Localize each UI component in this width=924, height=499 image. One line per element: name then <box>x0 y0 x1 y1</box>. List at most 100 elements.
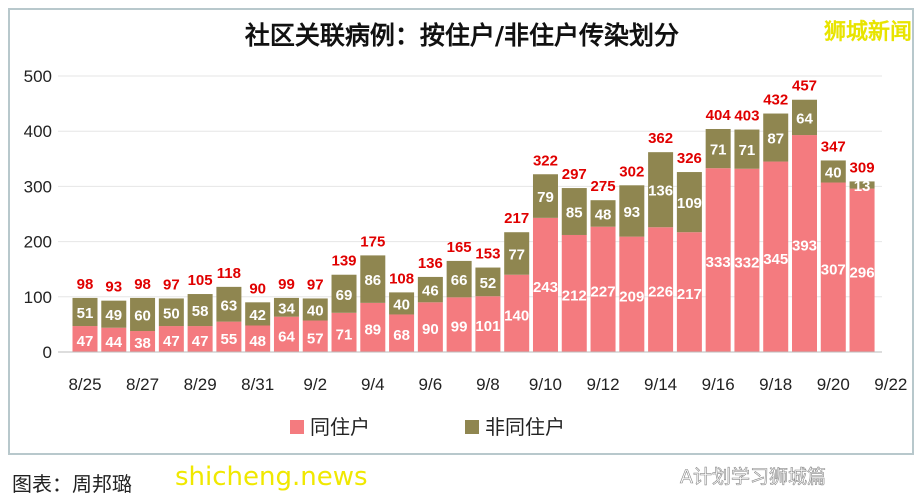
bar-resident <box>820 182 846 352</box>
bar-resident <box>389 314 415 352</box>
bar-nonresident <box>417 276 443 303</box>
bar-resident <box>590 226 616 352</box>
data-label-nonresident: 48 <box>595 206 612 223</box>
x-tick-label: 9/20 <box>817 375 850 394</box>
bar-resident <box>734 168 760 352</box>
x-tick-label: 9/16 <box>702 375 735 394</box>
x-tick-label: 8/25 <box>68 375 101 394</box>
x-tick-label: 9/18 <box>759 375 792 394</box>
bar-resident <box>619 236 645 352</box>
y-tick-label: 300 <box>24 177 52 196</box>
data-label-total: 139 <box>332 253 357 270</box>
data-label-resident: 345 <box>763 251 788 268</box>
data-label-resident: 140 <box>504 307 529 324</box>
legend-swatch <box>290 420 304 434</box>
data-label-total: 98 <box>134 276 151 293</box>
bar-resident <box>676 232 702 352</box>
data-label-nonresident: 77 <box>508 246 525 263</box>
bar-nonresident <box>648 152 674 228</box>
data-label-nonresident: 66 <box>451 272 468 289</box>
data-label-total: 165 <box>447 239 472 256</box>
bar-nonresident <box>734 129 760 169</box>
x-tick-label: 8/31 <box>241 375 274 394</box>
data-label-total: 322 <box>533 152 558 169</box>
bar-nonresident <box>504 232 530 275</box>
chart-credit: 图表：周邦璐 <box>12 472 132 496</box>
data-label-total: 432 <box>763 92 788 109</box>
data-label-resident: 217 <box>677 286 702 303</box>
bar-resident <box>331 312 357 352</box>
data-label-total: 404 <box>706 107 732 124</box>
bar-nonresident <box>849 181 875 189</box>
data-label-total: 98 <box>77 276 94 293</box>
data-label-resident: 47 <box>192 333 209 350</box>
legend-label: 同住户 <box>310 415 370 439</box>
data-label-nonresident: 79 <box>537 189 554 206</box>
stacked-bar-chart: 0 100 200 300 400 500 47 51 98 44 49 93 38 60 98 47 50 97… <box>24 67 908 439</box>
bar-nonresident <box>273 297 299 317</box>
x-tick-label: 9/12 <box>586 375 619 394</box>
x-tick-label: 8/27 <box>126 375 159 394</box>
y-tick-label: 400 <box>24 122 52 141</box>
x-tick-label: 9/2 <box>303 375 327 394</box>
data-label-resident: 296 <box>850 264 875 281</box>
data-label-total: 217 <box>504 210 529 227</box>
data-label-resident: 99 <box>451 319 468 336</box>
data-label-resident: 47 <box>77 333 94 350</box>
data-label-nonresident: 109 <box>677 195 702 212</box>
data-label-resident: 44 <box>105 334 122 351</box>
data-label-total: 153 <box>475 246 500 263</box>
y-tick-label: 100 <box>24 288 52 307</box>
data-label-nonresident: 93 <box>623 204 640 221</box>
data-label-nonresident: 13 <box>854 178 871 195</box>
data-label-total: 175 <box>360 233 385 250</box>
legend-swatch <box>465 420 479 434</box>
bar-nonresident <box>187 294 213 327</box>
bar-resident <box>417 302 443 352</box>
data-label-nonresident: 50 <box>163 305 180 322</box>
bar-resident <box>792 135 817 352</box>
bar-nonresident <box>216 286 242 322</box>
data-label-resident: 48 <box>249 333 266 350</box>
data-label-nonresident: 60 <box>134 307 151 324</box>
data-label-nonresident: 49 <box>105 307 122 324</box>
data-label-nonresident: 51 <box>77 305 94 322</box>
bar-resident <box>532 217 558 352</box>
data-label-total: 97 <box>307 276 324 293</box>
chart-frame <box>8 8 914 455</box>
bar-resident <box>763 161 789 352</box>
data-label-resident: 209 <box>619 288 644 305</box>
data-label-nonresident: 52 <box>480 275 497 292</box>
legend-label: 非同住户 <box>485 415 565 439</box>
data-label-nonresident: 71 <box>710 142 727 159</box>
watermark-account: A计划学习狮城篇 <box>680 466 827 489</box>
data-label-resident: 333 <box>706 254 731 271</box>
y-tick-label: 200 <box>24 233 52 252</box>
bar-resident <box>504 274 530 352</box>
x-tick-label: 9/14 <box>644 375 677 394</box>
bar-resident <box>216 321 242 352</box>
data-label-resident: 90 <box>422 321 439 338</box>
data-label-nonresident: 86 <box>364 272 381 289</box>
y-tick-label: 0 <box>43 343 52 362</box>
bar-nonresident <box>676 172 702 233</box>
bar-resident <box>130 331 156 352</box>
watermark-site: shicheng.news <box>175 462 368 492</box>
bar-nonresident <box>475 267 501 297</box>
bar-resident <box>302 320 328 352</box>
data-label-nonresident: 87 <box>767 131 784 148</box>
data-label-resident: 89 <box>364 321 381 338</box>
bar-resident <box>187 326 213 352</box>
data-label-resident: 212 <box>562 287 587 304</box>
data-label-nonresident: 40 <box>307 302 324 319</box>
data-label-nonresident: 64 <box>796 110 813 127</box>
data-label-resident: 101 <box>475 318 500 335</box>
data-label-resident: 243 <box>533 279 558 296</box>
data-label-resident: 393 <box>792 238 817 255</box>
bar-nonresident <box>446 260 472 298</box>
bar-nonresident <box>72 297 98 327</box>
data-label-total: 118 <box>217 265 241 282</box>
logo: 狮城新闻 <box>823 20 912 45</box>
bar-nonresident <box>101 300 127 328</box>
data-label-total: 105 <box>188 272 213 289</box>
